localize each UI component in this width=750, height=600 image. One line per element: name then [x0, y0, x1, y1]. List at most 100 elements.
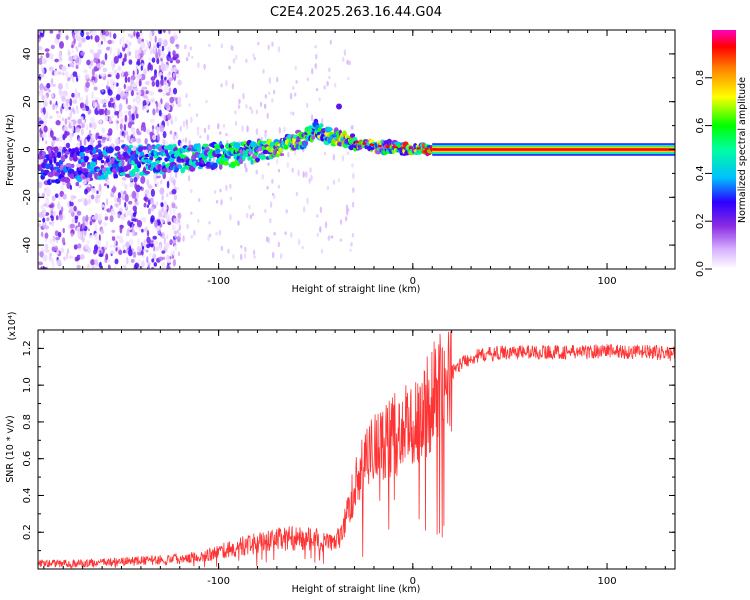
noise-speckle: [134, 262, 139, 269]
colorbar-tick-label: 0.2: [695, 213, 706, 229]
noise-speckle: [46, 82, 51, 89]
snr-xtick-label: 0: [410, 576, 416, 587]
noise-speckle: [93, 233, 99, 241]
noise-speckle: [85, 214, 89, 222]
ridge-blob: [79, 151, 85, 158]
noise-speckle: [111, 229, 116, 233]
noise-speckle: [351, 201, 355, 208]
noise-speckle: [145, 46, 148, 52]
noise-speckle: [45, 197, 50, 205]
noise-speckle: [128, 110, 132, 117]
noise-speckle: [149, 46, 152, 55]
noise-speckle: [245, 167, 248, 173]
noise-speckle: [283, 126, 286, 133]
noise-speckle: [273, 194, 276, 200]
noise-speckle: [55, 104, 58, 111]
noise-speckle: [135, 81, 139, 85]
noise-speckle: [51, 246, 56, 252]
noise-speckle: [97, 103, 100, 112]
noise-speckle: [157, 48, 161, 56]
noise-speckle: [38, 181, 43, 189]
noise-speckle: [320, 249, 324, 254]
noise-speckle: [45, 249, 50, 253]
noise-speckle: [137, 49, 142, 54]
noise-speckle: [127, 33, 131, 38]
noise-speckle: [109, 97, 114, 103]
noise-speckle: [76, 210, 82, 216]
noise-speckle: [85, 94, 88, 102]
noise-speckle: [105, 213, 108, 217]
noise-speckle: [107, 74, 112, 78]
noise-speckle: [190, 188, 193, 194]
noise-speckle: [118, 249, 123, 255]
ridge-dash: [432, 148, 437, 151]
ridge-blob: [100, 159, 105, 164]
noise-speckle: [85, 98, 89, 107]
noise-speckle: [218, 229, 222, 236]
noise-speckle: [101, 136, 107, 141]
noise-speckle: [80, 30, 85, 38]
noise-speckle: [229, 196, 233, 201]
noise-speckle: [240, 244, 243, 249]
noise-speckle: [98, 183, 102, 192]
ridge-blob: [204, 159, 208, 164]
noise-speckle: [45, 52, 50, 59]
noise-speckle: [268, 91, 271, 95]
noise-speckle: [166, 216, 171, 222]
noise-speckle: [190, 234, 193, 239]
noise-speckle: [272, 251, 275, 259]
noise-speckle: [69, 112, 73, 119]
noise-speckle: [172, 87, 178, 95]
spectrogram-xtick-label: 0: [410, 276, 416, 287]
noise-speckle: [87, 198, 91, 205]
snr-panel: -100 0 100 0.2 0.4 0.6 0.8 1.0 1.2 Height of str…: [5, 312, 676, 595]
noise-speckle: [178, 79, 181, 84]
noise-speckle: [105, 241, 109, 245]
noise-speckle: [50, 44, 55, 50]
noise-speckle: [124, 130, 129, 136]
noise-speckle: [267, 44, 270, 51]
noise-speckle: [132, 145, 138, 153]
noise-speckle: [190, 211, 193, 215]
ridge-blob: [319, 123, 324, 128]
noise-speckle: [255, 109, 259, 115]
spectrogram-ytick-label: 20: [22, 95, 33, 108]
noise-speckle: [61, 117, 65, 122]
noise-speckle: [75, 65, 79, 69]
noise-speckle: [132, 205, 137, 212]
noise-speckle: [197, 61, 200, 69]
noise-speckle: [70, 121, 74, 126]
noise-speckle: [346, 209, 349, 216]
noise-speckle: [124, 75, 128, 84]
noise-speckle: [100, 229, 105, 235]
noise-speckle: [229, 214, 232, 221]
noise-speckle: [173, 209, 176, 214]
noise-speckle: [59, 31, 62, 36]
ridge-blob: [84, 156, 89, 163]
noise-speckle: [113, 244, 117, 248]
ridge-blob: [79, 145, 85, 153]
noise-speckle: [68, 209, 74, 214]
noise-speckle: [136, 128, 140, 135]
ridge-blob: [141, 146, 148, 150]
noise-speckle: [164, 102, 170, 109]
noise-speckle: [237, 104, 241, 109]
noise-speckle: [266, 112, 269, 119]
noise-speckle: [48, 53, 54, 60]
noise-speckle: [72, 55, 77, 60]
noise-speckle: [140, 124, 144, 132]
ridge-dash: [408, 147, 413, 150]
carrier-band: [432, 148, 675, 151]
ridge-blob: [279, 153, 285, 157]
noise-speckle: [234, 110, 237, 115]
noise-speckle: [76, 163, 81, 168]
noise-speckle: [351, 124, 354, 130]
noise-speckle: [117, 87, 122, 95]
noise-speckle: [294, 92, 297, 97]
spectrogram-ytick-label: -20: [22, 189, 33, 205]
noise-speckle: [55, 120, 61, 126]
noise-speckle: [173, 194, 178, 201]
noise-speckle: [316, 214, 319, 218]
noise-speckle: [46, 217, 50, 222]
noise-speckle: [314, 45, 317, 49]
